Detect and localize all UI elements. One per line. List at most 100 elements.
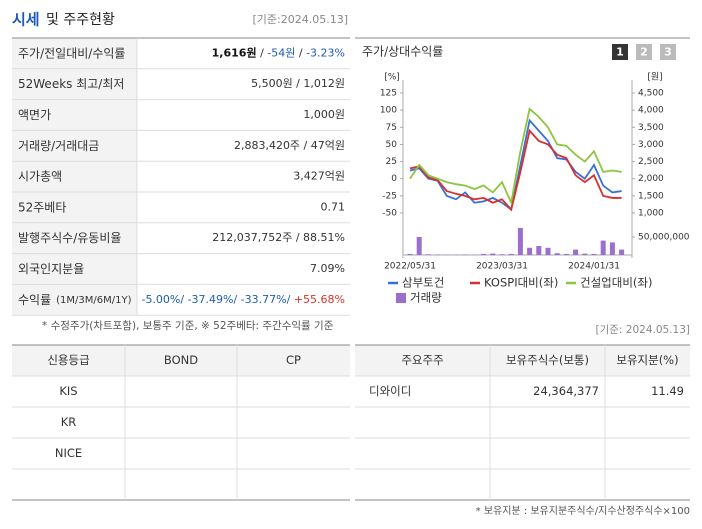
legend-label: KOSPI대비(좌) [484, 276, 558, 290]
value-part: 212,037,752주 / 88.51% [212, 231, 345, 244]
y-tick-label: 125 [380, 89, 397, 99]
legend-label: 건설업대비(좌) [580, 276, 652, 290]
row-label: 발행주식수/유동비율 [18, 230, 121, 245]
value-part: / [257, 46, 268, 59]
label-text: 거래량/거래대금 [18, 138, 99, 152]
legend-label: 거래량 [410, 291, 442, 305]
cell: 24,364,377 [533, 384, 599, 398]
column-header: 보유지분(%) [616, 353, 678, 367]
volume-bar [426, 254, 431, 255]
volume-bar [573, 250, 578, 255]
y-tick-label: -25 [382, 191, 397, 201]
y2-unit: [원] [647, 72, 662, 83]
label-text: 발행주식수/유동비율 [18, 230, 121, 245]
column-header: 신용등급 [47, 353, 89, 367]
x-tick-label: 2024/01/31 [568, 262, 620, 272]
volume-bar [564, 254, 569, 255]
summary-footnote: * 수정주가(차트포함), 보통주 기준, ※ 52주베타: 주간수익률 기준 [42, 320, 334, 332]
row-value: 7.09% [310, 262, 345, 275]
volume-bar [463, 254, 468, 255]
value-part: 7.09% [310, 262, 345, 275]
y-tick-label: 25 [386, 157, 397, 167]
column-header: BOND [164, 353, 198, 367]
x-tick-label: 2023/03/31 [476, 262, 528, 272]
volume-bar [490, 254, 495, 255]
row-label: 시가총액 [18, 169, 62, 183]
label-text: 시가총액 [18, 169, 62, 183]
y-tick-label: 75 [386, 123, 397, 133]
legend-label: 삼부토건 [402, 276, 444, 290]
y-tick-label: 100 [380, 106, 397, 116]
volume-bar [509, 254, 514, 255]
row-value: 2,883,420주 / 47억원 [234, 139, 345, 152]
volume-tick-label: 50,000,000 [638, 233, 690, 243]
value-part: -37.49%/ [184, 293, 237, 306]
volume-bar [408, 254, 413, 255]
y2-tick-label: 2,500 [638, 157, 664, 167]
volume-bar [546, 248, 551, 255]
row-value: -5.00%/ -37.49%/ -33.77%/ +55.68% [141, 293, 345, 306]
cell: KR [61, 415, 77, 429]
value-part: 1,616원 [212, 45, 257, 59]
volume-bar [417, 237, 422, 255]
value-part: 0.71 [321, 200, 346, 213]
cell: 11.49 [651, 384, 684, 398]
column-header: CP [286, 353, 301, 367]
value-part: 2,883,420주 / 47억원 [234, 139, 345, 152]
tab-label[interactable]: 3 [664, 46, 672, 59]
row-label: 수익률(1M/3M/6M/1Y) [18, 292, 132, 306]
value-part: 5,500원 / 1,012원 [251, 77, 345, 90]
holders-date: [기준: 2024.05.13] [595, 324, 690, 336]
row-value: 1,616원 / -54원 / -3.23% [212, 45, 345, 59]
y2-tick-label: 2,000 [638, 174, 664, 184]
volume-bar [592, 254, 597, 255]
holders-footnote: * 보유지분 : 보유지분주식수/지수산정주식수×100 [476, 505, 690, 517]
row-value: 1,000원 [303, 108, 345, 121]
value-part: -5.00%/ [141, 293, 184, 306]
value-part: -3.23% [306, 46, 345, 59]
row-label: 52주베타 [18, 200, 66, 214]
label-text: 액면가 [18, 108, 51, 122]
y2-tick-label: 3,000 [638, 140, 664, 150]
y2-tick-label: 1,500 [638, 191, 664, 201]
x-tick-label: 2022/05/31 [384, 262, 436, 272]
row-label: 52Weeks 최고/최저 [18, 77, 124, 91]
volume-bar [500, 254, 505, 255]
value-part: +55.68% [290, 293, 345, 306]
row-value: 212,037,752주 / 88.51% [212, 231, 345, 244]
row-label: 외국인지분율 [18, 262, 84, 276]
y-tick-label: 0 [391, 174, 397, 184]
row-value: 5,500원 / 1,012원 [251, 77, 345, 90]
volume-bar [619, 250, 624, 255]
series-line [410, 120, 622, 209]
volume-bar [601, 241, 606, 255]
y-tick-label: 50 [386, 140, 398, 150]
column-header: 보유주식수(보통) [506, 353, 589, 367]
y2-tick-label: 3,500 [638, 123, 664, 133]
value-part: -33.77%/ [237, 293, 290, 306]
y2-tick-label: 1,000 [638, 209, 664, 219]
volume-bar [527, 248, 532, 255]
row-label: 주가/전일대비/수익률 [18, 46, 125, 60]
cell: KIS [59, 384, 77, 398]
label-text: 주가/전일대비/수익률 [18, 46, 125, 60]
label-text: 52Weeks 최고/최저 [18, 77, 124, 91]
volume-bar [481, 254, 486, 255]
cell: NICE [55, 446, 82, 460]
row-label: 액면가 [18, 108, 51, 122]
base-date: [기준:2024.05.13] [252, 13, 348, 26]
legend-swatch [396, 293, 406, 303]
y-tick-label: -50 [382, 209, 397, 219]
y2-tick-label: 4,000 [638, 106, 664, 116]
title-rest: 및 주주현황 [46, 12, 115, 28]
row-value: 0.71 [321, 200, 346, 213]
volume-bar [610, 242, 615, 255]
value-part: -54원 [267, 46, 295, 59]
tab-label[interactable]: 2 [640, 46, 648, 59]
volume-bar [555, 253, 560, 255]
tab-label[interactable]: 1 [616, 46, 624, 59]
row-value: 3,427억원 [293, 170, 345, 183]
title-main: 시세 [12, 11, 40, 29]
y2-tick-label: 4,500 [638, 89, 664, 99]
